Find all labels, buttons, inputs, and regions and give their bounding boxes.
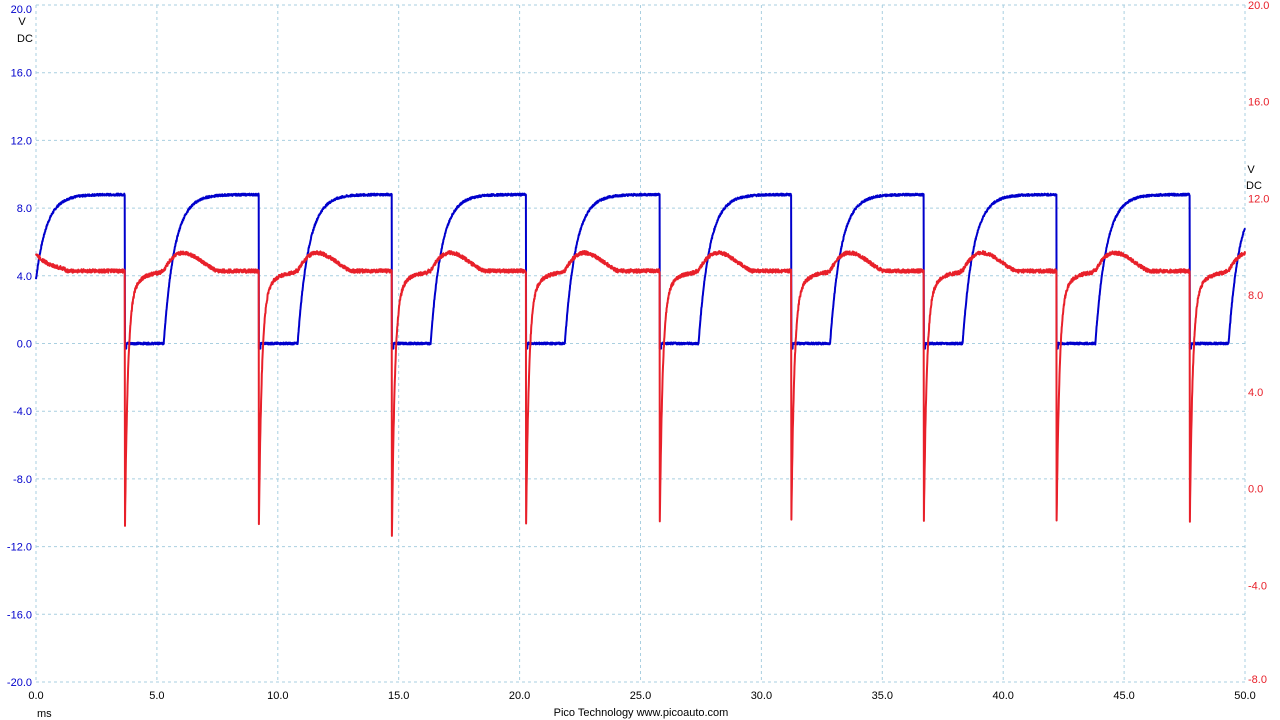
x-axis-tick-label: 50.0 [1234, 690, 1255, 702]
x-axis-tick-label: 15.0 [388, 690, 409, 702]
left-axis-tick-label: 20.0 [11, 4, 32, 16]
left-axis-tick-label: -16.0 [7, 609, 32, 621]
left-axis-tick-label: 0.0 [17, 339, 32, 351]
x-axis-tick-label: 45.0 [1113, 690, 1134, 702]
x-axis-tick-label: 10.0 [267, 690, 288, 702]
footer-brand: Pico Technology www.picoauto.com [554, 707, 729, 719]
right-axis-tick-label: 4.0 [1248, 387, 1263, 399]
x-axis-unit: ms [37, 708, 52, 720]
channel-a-trace [35, 192, 1246, 350]
right-axis-unit-v: V [1247, 164, 1255, 176]
right-axis-tick-label: -8.0 [1248, 674, 1267, 686]
x-axis-tick-label: 25.0 [630, 690, 651, 702]
right-axis-tick-label: 12.0 [1248, 193, 1269, 205]
right-axis-ticks: 20.0 16.0 12.0 8.0 4.0 0.0 -4.0 -8.0 [1248, 0, 1269, 686]
left-axis-ticks: 20.0 16.0 12.0 8.0 4.0 0.0 -4.0 -8.0 -12.0 -16.0 -… [7, 4, 32, 689]
x-axis-tick-label: 20.0 [509, 690, 530, 702]
right-axis-tick-label: 20.0 [1248, 0, 1269, 12]
left-axis-tick-label: -12.0 [7, 542, 32, 554]
left-axis-unit-v: V [18, 16, 26, 28]
x-axis-tick-label: 40.0 [992, 690, 1013, 702]
left-axis-tick-label: -8.0 [13, 474, 32, 486]
x-axis-tick-label: 35.0 [872, 690, 893, 702]
right-axis-tick-label: 16.0 [1248, 97, 1269, 109]
left-axis-tick-label: 16.0 [11, 68, 32, 80]
right-axis-tick-label: -4.0 [1248, 580, 1267, 592]
left-axis-tick-label: -20.0 [7, 677, 32, 689]
left-axis-tick-label: 8.0 [17, 203, 32, 215]
x-axis-tick-label: 30.0 [751, 690, 772, 702]
x-axis-tick-label: 5.0 [149, 690, 164, 702]
channel-b-trace [35, 250, 1246, 537]
left-axis-tick-label: 12.0 [11, 135, 32, 147]
right-axis-tick-label: 8.0 [1248, 290, 1263, 302]
left-axis-tick-label: -4.0 [13, 406, 32, 418]
right-axis-unit-dc: DC [1246, 180, 1262, 192]
right-axis-tick-label: 0.0 [1248, 484, 1263, 496]
left-axis-unit-dc: DC [17, 33, 33, 45]
x-axis-tick-label: 0.0 [28, 690, 43, 702]
left-axis-tick-label: 4.0 [17, 271, 32, 283]
x-axis-ticks: 0.0 5.0 10.0 15.0 20.0 25.0 30.0 35.0 40.0 45.0 50… [28, 690, 1255, 702]
